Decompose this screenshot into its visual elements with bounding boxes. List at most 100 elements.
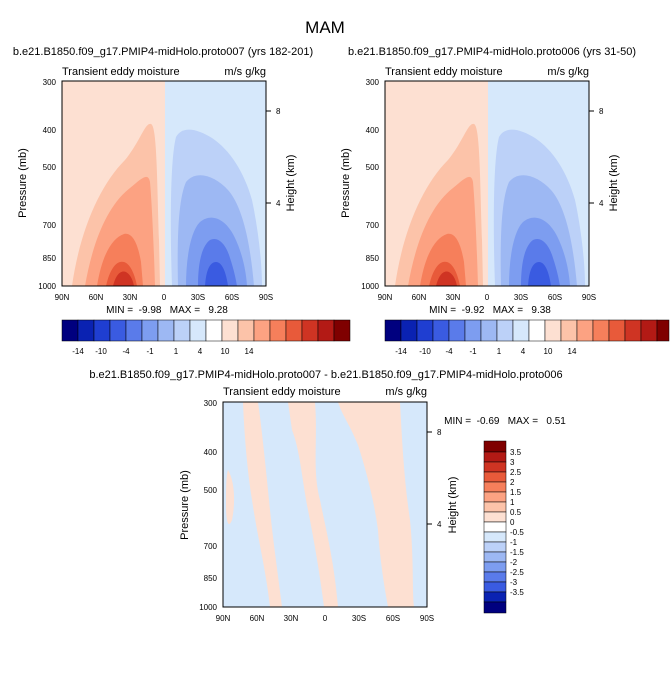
panel-2-left-label: Transient eddy moisture <box>385 66 503 78</box>
panel-1-colorbar: -14 -10 -4 -1 1 4 10 14 <box>61 319 351 356</box>
panel-1-title: b.e21.B1850.f09_g17.PMIP4-midHolo.proto0… <box>13 46 313 58</box>
panel-3-x-axis-ticks: 90N 60N 30N 0 30S 60S 90S <box>216 614 434 623</box>
colorbar-swatch <box>592 319 610 342</box>
colorbar-tick-label: 14 <box>568 347 577 356</box>
y-tick-label: 700 <box>43 221 57 230</box>
colorbar-tick-label: -10 <box>95 347 107 356</box>
x-tick-label: 30N <box>446 293 461 302</box>
x-tick-label: 90N <box>55 293 70 302</box>
panel-1-units: m/s g/kg <box>224 66 266 78</box>
colorbar-swatch <box>528 319 546 342</box>
x-tick-label: 60N <box>89 293 104 302</box>
colorbar-swatch <box>483 591 507 603</box>
colorbar-swatch <box>221 319 239 342</box>
colorbar-tick-label: 3 <box>510 458 515 467</box>
colorbar-swatch <box>483 521 507 533</box>
colorbar-swatch <box>483 571 507 583</box>
plot-3-pos-region-3 <box>338 402 414 607</box>
colorbar-swatch <box>483 531 507 543</box>
x-tick-label: 30N <box>123 293 138 302</box>
panel-1-stats: MIN = -9.98 MAX = 9.28 <box>106 305 228 316</box>
colorbar-swatch <box>61 319 79 342</box>
plot-3-pos-region-4 <box>226 470 235 525</box>
x-tick-label: 0 <box>485 293 490 302</box>
x-tick-label: 60N <box>250 614 265 623</box>
colorbar-swatch <box>483 541 507 553</box>
colorbar-swatch <box>480 319 498 342</box>
figure-title: MAM <box>305 18 345 37</box>
colorbar-swatch <box>483 451 507 463</box>
colorbar-swatch <box>640 319 658 342</box>
x-tick-label: 60S <box>386 614 400 623</box>
panel-2-x-axis-ticks: 90N 60N 30N 0 30S 60S 90S <box>378 293 596 302</box>
plot-3-pos-region-1 <box>243 402 282 607</box>
colorbar-swatch <box>317 319 335 342</box>
colorbar-tick-label: 14 <box>245 347 254 356</box>
panel-3-left-label: Transient eddy moisture <box>223 386 341 398</box>
x-tick-label: 90S <box>420 614 434 623</box>
y-tick-label: 850 <box>204 574 218 583</box>
y-tick-label: 300 <box>43 78 57 87</box>
x-tick-label: 30N <box>284 614 299 623</box>
height-tick-label: 4 <box>437 520 442 529</box>
colorbar-swatch <box>416 319 434 342</box>
colorbar-swatch <box>483 551 507 563</box>
colorbar-tick-label: 10 <box>544 347 553 356</box>
y-tick-label: 300 <box>366 78 380 87</box>
y-tick-label: 850 <box>43 254 57 263</box>
x-tick-label: 30S <box>352 614 366 623</box>
x-tick-label: 60S <box>225 293 239 302</box>
colorbar-swatch <box>109 319 127 342</box>
colorbar-tick-label: -3 <box>510 578 518 587</box>
colorbar-swatch <box>384 319 402 342</box>
plot-2-red-contour-5 <box>436 271 457 286</box>
panel-3: b.e21.B1850.f09_g17.PMIP4-midHolo.proto0… <box>89 369 566 623</box>
colorbar-tick-label: -2.5 <box>510 568 524 577</box>
colorbar-tick-label: -1 <box>510 538 518 547</box>
colorbar-tick-label: -4 <box>445 347 453 356</box>
colorbar-swatch <box>189 319 207 342</box>
y-tick-label: 1000 <box>38 282 56 291</box>
colorbar-swatch <box>483 501 507 513</box>
y-tick-label: 700 <box>366 221 380 230</box>
x-tick-label: 60S <box>548 293 562 302</box>
height-tick-label: 8 <box>599 107 604 116</box>
colorbar-swatch <box>483 561 507 573</box>
colorbar-swatch <box>624 319 642 342</box>
x-tick-label: 30S <box>514 293 528 302</box>
colorbar-swatch <box>576 319 594 342</box>
x-tick-label: 0 <box>162 293 167 302</box>
panel-3-y-axis-ticks: 300 400 500 700 850 1000 <box>199 399 217 612</box>
colorbar-swatch <box>483 491 507 503</box>
colorbar-tick-label: 3.5 <box>510 448 522 457</box>
panel-3-ylabel-right: Height (km) <box>447 477 459 534</box>
panel-3-stats: MIN = -0.69 MAX = 0.51 <box>444 416 566 427</box>
panel-2: b.e21.B1850.f09_g17.PMIP4-midHolo.proto0… <box>340 46 670 356</box>
colorbar-tick-label: -2 <box>510 558 518 567</box>
colorbar-swatch <box>205 319 223 342</box>
x-tick-label: 90N <box>216 614 231 623</box>
plot-2-blue-contour-5 <box>528 262 551 286</box>
colorbar-tick-label: -4 <box>122 347 130 356</box>
plot-1-frame <box>61 80 267 287</box>
colorbar-swatch <box>269 319 287 342</box>
colorbar-swatch <box>512 319 530 342</box>
colorbar-swatch <box>432 319 450 342</box>
colorbar-tick-label: 10 <box>221 347 230 356</box>
colorbar-swatch <box>544 319 562 342</box>
panel-2-plot-area <box>384 80 590 287</box>
colorbar-tick-label: 0 <box>510 518 515 527</box>
panel-2-colorbar: -14 -10 -4 -1 1 4 10 14 <box>384 319 670 356</box>
colorbar-swatch <box>483 601 507 614</box>
colorbar-tick-label: 4 <box>521 347 526 356</box>
colorbar-swatch <box>237 319 255 342</box>
y-tick-label: 500 <box>366 163 380 172</box>
y-tick-label: 400 <box>204 448 218 457</box>
colorbar-tick-label: 2.5 <box>510 468 522 477</box>
colorbar-tick-label: -0.5 <box>510 528 524 537</box>
height-tick-label: 4 <box>276 199 281 208</box>
colorbar-swatch <box>141 319 159 342</box>
colorbar-tick-label: -10 <box>419 347 431 356</box>
colorbar-tick-label: 1 <box>510 498 515 507</box>
colorbar-tick-label: 1 <box>174 347 179 356</box>
